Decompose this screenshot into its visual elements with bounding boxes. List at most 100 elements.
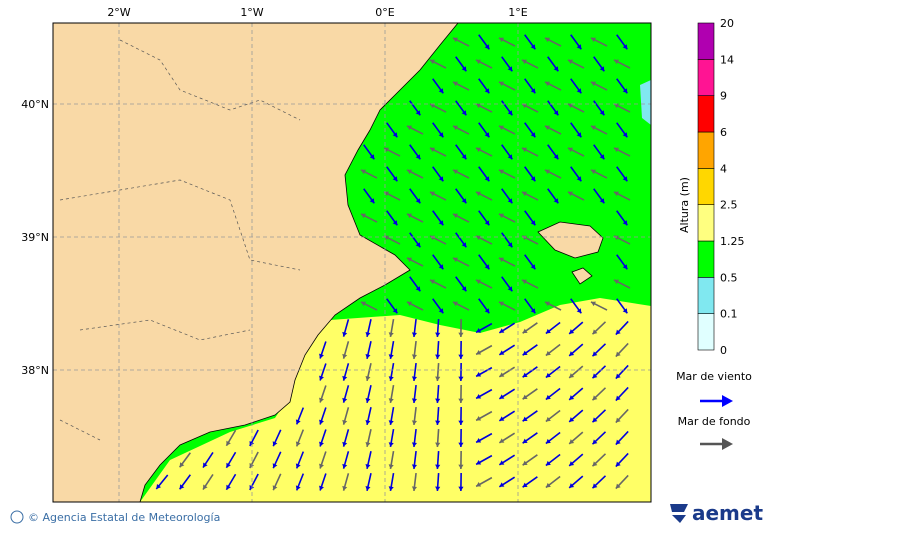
wave-arrow	[458, 362, 464, 382]
wave-arrow	[613, 191, 631, 201]
wave-arrow	[522, 344, 538, 356]
arrow-head	[388, 354, 394, 359]
arrow-head	[592, 439, 598, 445]
wave-arrow	[225, 451, 237, 469]
wave-arrow	[475, 147, 493, 157]
arrow-head	[342, 353, 348, 359]
wave-arrow	[429, 147, 447, 157]
arrow-head	[530, 132, 536, 138]
wave-arrow	[591, 321, 607, 335]
arrow-head	[226, 440, 231, 446]
arrow-head	[522, 460, 528, 466]
arrow-head	[622, 132, 628, 138]
wave-arrow	[411, 450, 417, 470]
arrow-head	[365, 376, 371, 381]
arrow-head	[544, 81, 550, 87]
wave-arrow	[478, 166, 490, 182]
wave-arrow	[435, 362, 441, 382]
arrow-head	[499, 482, 505, 487]
arrow-head	[613, 59, 619, 65]
arrow-head	[530, 44, 536, 50]
arrow-head	[622, 176, 628, 182]
arrow-head	[569, 329, 575, 334]
arrow-head	[452, 301, 458, 307]
wave-arrow	[452, 169, 470, 179]
wave-arrow	[386, 122, 398, 138]
arrow-head	[365, 332, 371, 337]
arrow-head	[498, 213, 504, 219]
wave-arrow	[342, 407, 350, 425]
wave-arrow	[202, 474, 214, 490]
wave-arrow	[432, 122, 444, 138]
wave-arrow	[591, 365, 607, 379]
wave-arrow	[429, 59, 447, 69]
arrow-head	[458, 332, 464, 337]
wave-arrow	[593, 144, 605, 160]
wave-arrow	[458, 450, 464, 470]
arrow-head	[475, 147, 481, 153]
logo-text: aemet	[692, 501, 763, 525]
arrow-head	[415, 110, 421, 116]
arrow-head	[576, 308, 582, 314]
arrow-head	[590, 169, 596, 175]
arrow-head	[429, 103, 435, 109]
wave-arrow	[406, 125, 424, 135]
arrow-head	[319, 419, 324, 425]
arrow-head	[365, 486, 371, 491]
colorbar-bin	[697, 59, 715, 96]
arrow-head	[499, 394, 505, 399]
arrow-head	[415, 286, 421, 292]
arrow-head	[388, 464, 394, 469]
wave-arrow	[411, 362, 417, 382]
colorbar: 0 0.1 0.5 1.25 2.5 4 6 9 14 20	[697, 17, 745, 357]
wave-arrow	[432, 166, 444, 182]
arrow-head	[599, 110, 605, 116]
wave-arrow	[435, 406, 441, 426]
arrow-head	[544, 169, 550, 175]
arrow-head	[499, 438, 505, 443]
wave-arrow	[363, 188, 375, 204]
wave-arrow	[475, 410, 493, 422]
wave-arrow	[342, 473, 350, 491]
wave-arrow	[522, 410, 538, 422]
arrow-head	[429, 279, 435, 285]
arrow-head	[435, 442, 441, 447]
wave-arrow	[202, 452, 214, 468]
wave-arrow	[475, 103, 493, 113]
arrow-head	[590, 125, 596, 131]
wave-arrow	[615, 342, 629, 358]
wave-arrow	[319, 407, 327, 425]
wave-arrow	[435, 472, 441, 492]
wave-arrow	[501, 144, 513, 160]
wave-arrow	[501, 100, 513, 116]
arrow-head	[388, 332, 394, 337]
arrow-head	[365, 398, 371, 403]
arrow-head	[569, 351, 575, 356]
arrow-head	[452, 81, 458, 87]
arrow-head	[319, 441, 324, 447]
arrow-head	[476, 372, 482, 377]
lat-label: 38°N	[21, 364, 49, 377]
wave-arrow	[386, 298, 398, 314]
wave-arrow	[545, 343, 561, 357]
arrow-head	[438, 220, 444, 226]
arrow-head	[576, 176, 582, 182]
wave-arrow	[593, 56, 605, 72]
arrow-head	[319, 353, 324, 359]
arrow-head	[592, 417, 598, 423]
wave-arrow	[615, 452, 629, 468]
wave-arrow	[568, 343, 584, 357]
lon-label: 0°E	[375, 6, 394, 19]
wave-arrow	[409, 232, 421, 248]
wave-arrow	[616, 34, 628, 50]
arrow-head	[545, 416, 551, 422]
arrow-head	[522, 372, 528, 378]
wave-arrow	[545, 387, 561, 401]
wave-arrow	[544, 37, 562, 47]
arrow-head	[498, 37, 504, 43]
arrow-head	[615, 329, 621, 335]
wave-arrow	[365, 341, 372, 359]
colorbar-label: 6	[720, 126, 727, 139]
wave-arrow	[179, 474, 191, 490]
wave-arrow	[498, 125, 516, 135]
